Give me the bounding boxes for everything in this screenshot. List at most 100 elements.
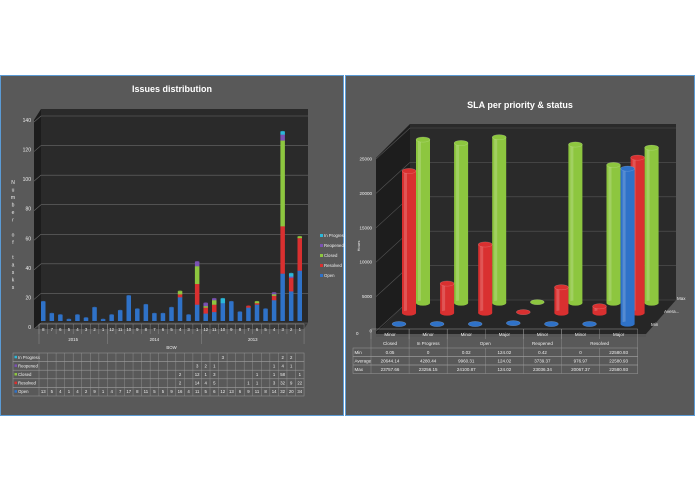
bar-cap: [58, 314, 63, 316]
week-label: 1: [299, 327, 302, 332]
cylinder-max: [644, 147, 659, 303]
cylinder-top: [620, 165, 635, 172]
cylinder-highlight: [442, 283, 446, 313]
week-label: 10: [220, 327, 225, 332]
bar-cap: [297, 235, 302, 238]
cylinder-average: [478, 244, 493, 313]
week-label: 10: [126, 327, 131, 332]
cylinder-top: [606, 162, 621, 168]
table-cell: 22580.93: [609, 367, 628, 372]
floor: [34, 323, 308, 329]
bar-segment-resolved: [212, 304, 217, 313]
bar-cap: [117, 309, 123, 312]
week-label: 8: [239, 327, 242, 332]
y-axis-label-letter: k: [12, 278, 15, 284]
bar-cap: [229, 300, 234, 303]
row-label: Min: [355, 350, 363, 355]
status-label: In Progress: [417, 341, 441, 346]
table-cell: 1: [299, 372, 302, 377]
row-label: Resolved: [18, 381, 37, 386]
cylinder-highlight: [404, 170, 407, 313]
table-cell: 23757.66: [381, 367, 400, 372]
table-cell: 9: [93, 389, 96, 394]
week-label: 5: [68, 327, 71, 332]
table-cell: 2: [281, 355, 284, 360]
bar-segment-open: [203, 313, 208, 321]
table-cell: 32: [280, 381, 285, 386]
table-cell: 1: [273, 372, 276, 377]
cylinder-top: [568, 141, 583, 148]
week-label: 5: [170, 327, 173, 332]
week-label: 6: [256, 327, 259, 332]
table-cell: 1: [247, 381, 250, 386]
cylinder-base: [644, 300, 659, 306]
side-wall: [376, 124, 410, 334]
bar-cap: [143, 303, 149, 306]
legend-swatch: [320, 234, 323, 237]
bar-segment-open: [220, 303, 226, 321]
legend-key: [14, 390, 17, 393]
bar-segment-open: [117, 310, 123, 321]
table-cell: 11: [255, 389, 260, 394]
cylinder-highlight: [646, 147, 650, 303]
week-label: 11: [118, 327, 123, 332]
table-cell: 13: [41, 389, 46, 394]
table-cell: 5: [213, 381, 216, 386]
bar-segment-resolved: [194, 284, 200, 305]
bar-segment-in-progress: [220, 298, 226, 304]
table-cell: 22580.93: [609, 358, 628, 363]
table-cell: 11: [144, 389, 149, 394]
y-tick-label: 5000: [362, 294, 373, 299]
table-cell: 2: [290, 355, 293, 360]
week-label: 1: [102, 327, 105, 332]
cylinder-base: [592, 310, 607, 316]
bar-segment-open: [229, 301, 234, 321]
table-cell: 1: [273, 363, 276, 368]
legend-key: [14, 355, 17, 359]
y-tick-label: 140: [23, 118, 32, 124]
bar-cap: [288, 272, 294, 275]
year-label: 2013: [248, 337, 258, 342]
legend-label: Resolved: [324, 263, 343, 268]
status-label: Resolved: [590, 341, 609, 346]
table-cell: 22580.93: [609, 350, 628, 355]
bar-segment-open: [263, 309, 268, 321]
sla-panel: SLA per priority & status 0 5000 10000 1500…: [345, 75, 695, 416]
bar-segment-open: [49, 313, 55, 321]
bar-segment-open: [177, 297, 183, 321]
bar-segment-resolved: [288, 278, 294, 292]
cylinder-top: [415, 136, 431, 143]
cylinder-base: [454, 300, 469, 306]
y-tick-label: 15000: [359, 225, 372, 230]
cylinder-max: [568, 144, 583, 303]
legend-label: Reopened: [324, 243, 344, 248]
cylinder-top: [582, 321, 597, 327]
cylinder-average: [592, 306, 607, 313]
table-cell: 32: [280, 389, 285, 394]
table-cell: 7: [119, 389, 122, 394]
bar-cap: [254, 300, 260, 303]
table-cell: 9: [247, 389, 250, 394]
bar-cap: [271, 292, 277, 294]
table-cell: 124.02: [497, 350, 511, 355]
legend-key: [14, 373, 17, 376]
y-axis-label-letter: s: [12, 270, 15, 276]
cylinder-base: [620, 321, 635, 327]
bar-cap: [160, 312, 166, 315]
cylinder-max: [606, 164, 621, 303]
week-label: 1: [196, 327, 199, 332]
legend-swatch: [320, 254, 323, 257]
table-cell: 2: [85, 389, 88, 394]
cylinder-average: [554, 287, 569, 313]
week-label: 6: [59, 327, 62, 332]
week-label: 2: [93, 327, 96, 332]
cylinder-top: [429, 321, 445, 327]
y-tick-label: 100: [23, 177, 32, 183]
week-label: 9: [136, 327, 139, 332]
gridline-side: [33, 204, 42, 211]
table-cell: 22: [297, 381, 302, 386]
y-tick-label: 60: [25, 236, 31, 242]
bar-segment-open: [126, 295, 131, 321]
row-label: Average: [355, 358, 372, 363]
cylinder-base: [416, 300, 430, 306]
